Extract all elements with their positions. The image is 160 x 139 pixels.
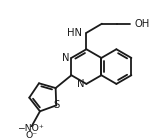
Text: O⁻: O⁻ [26, 131, 38, 139]
Text: N: N [62, 53, 69, 63]
Text: S: S [53, 100, 59, 110]
Text: HN: HN [67, 28, 82, 38]
Text: OH: OH [135, 19, 150, 29]
Text: N: N [77, 79, 84, 89]
Text: −NO⁺: −NO⁺ [17, 124, 44, 133]
